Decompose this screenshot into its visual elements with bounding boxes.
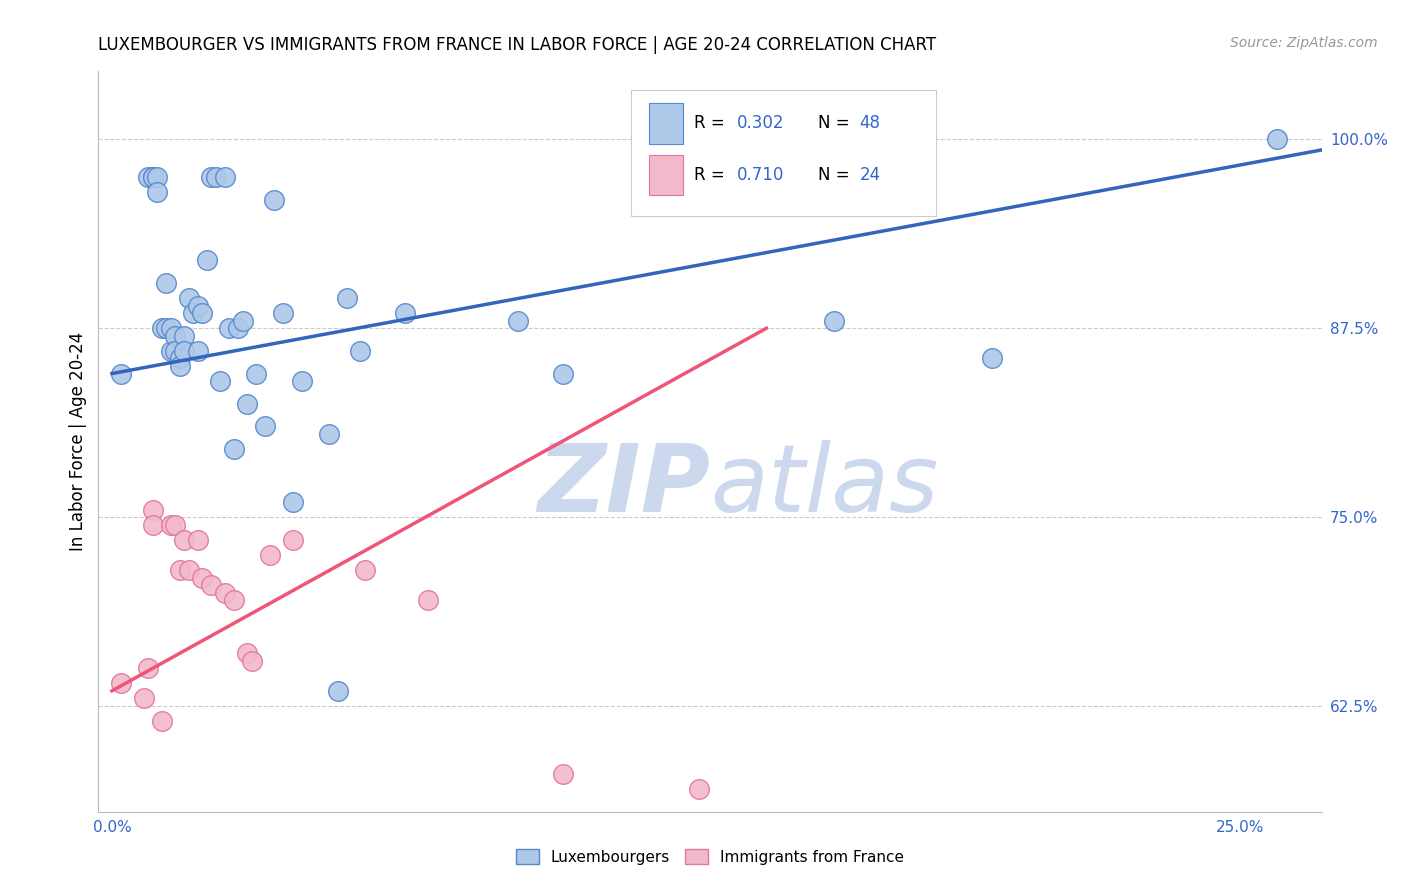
Point [195, 253, 218, 268]
Point [142, 502, 165, 516]
Point [177, 563, 200, 577]
Point [200, 170, 222, 185]
Point [191, 306, 214, 320]
Point [222, 442, 245, 456]
Point [259, 548, 281, 562]
Point [159, 321, 181, 335]
Point [281, 495, 304, 509]
Point [150, 714, 173, 728]
Point [169, 563, 191, 577]
Point [187, 533, 209, 547]
Point [150, 321, 173, 335]
Point [1265, 132, 1288, 146]
Point [136, 170, 159, 185]
Text: Source: ZipAtlas.com: Source: ZipAtlas.com [1230, 36, 1378, 50]
Y-axis label: In Labor Force | Age 20-24: In Labor Force | Age 20-24 [69, 332, 87, 551]
Point [281, 533, 304, 547]
Point [508, 313, 530, 327]
Point [353, 563, 375, 577]
Point [200, 578, 222, 592]
FancyBboxPatch shape [630, 90, 936, 216]
Point [169, 359, 191, 373]
Point [132, 691, 155, 706]
Point [236, 646, 259, 660]
Point [142, 170, 165, 185]
Point [209, 374, 232, 388]
Point [336, 291, 359, 305]
Point [181, 306, 204, 320]
Text: N =: N = [818, 166, 855, 184]
Text: R =: R = [695, 114, 730, 132]
Legend: Luxembourgers, Immigrants from France: Luxembourgers, Immigrants from France [509, 843, 911, 871]
Point [169, 351, 191, 366]
Point [273, 306, 295, 320]
Point [146, 186, 169, 200]
Point [981, 351, 1004, 366]
Point [136, 661, 159, 675]
Point [394, 306, 416, 320]
Point [110, 367, 132, 381]
Text: 0.302: 0.302 [737, 114, 785, 132]
Point [254, 419, 277, 434]
Point [142, 517, 165, 532]
Point [165, 343, 187, 358]
Point [187, 299, 209, 313]
Point [318, 427, 340, 442]
Point [236, 397, 259, 411]
Point [218, 321, 240, 335]
Point [173, 533, 195, 547]
Point [416, 593, 439, 607]
Text: R =: R = [695, 166, 730, 184]
Point [245, 367, 267, 381]
Point [155, 276, 177, 290]
Text: 48: 48 [859, 114, 880, 132]
Point [290, 374, 312, 388]
Point [110, 676, 132, 690]
Point [187, 343, 209, 358]
Bar [648, 154, 683, 195]
Bar [648, 103, 683, 144]
Point [165, 517, 187, 532]
Text: 0.710: 0.710 [737, 166, 785, 184]
Point [155, 321, 177, 335]
Point [191, 570, 214, 584]
Point [263, 193, 285, 207]
Point [173, 343, 195, 358]
Point [232, 313, 254, 327]
Point [688, 782, 710, 797]
Text: N =: N = [818, 114, 855, 132]
Point [146, 170, 169, 185]
Point [159, 517, 181, 532]
Point [326, 683, 349, 698]
Point [349, 343, 371, 358]
Point [165, 328, 187, 343]
Point [214, 170, 236, 185]
Point [214, 585, 236, 599]
Text: 24: 24 [859, 166, 880, 184]
Point [823, 313, 845, 327]
Point [553, 367, 575, 381]
Point [228, 321, 250, 335]
Point [204, 170, 226, 185]
Point [222, 593, 245, 607]
Point [240, 654, 263, 668]
Point [173, 328, 195, 343]
Text: LUXEMBOURGER VS IMMIGRANTS FROM FRANCE IN LABOR FORCE | AGE 20-24 CORRELATION CH: LUXEMBOURGER VS IMMIGRANTS FROM FRANCE I… [98, 36, 936, 54]
Text: atlas: atlas [710, 441, 938, 532]
Point [553, 767, 575, 781]
Point [159, 343, 181, 358]
Point [177, 291, 200, 305]
Point [142, 170, 165, 185]
Text: ZIP: ZIP [537, 440, 710, 532]
